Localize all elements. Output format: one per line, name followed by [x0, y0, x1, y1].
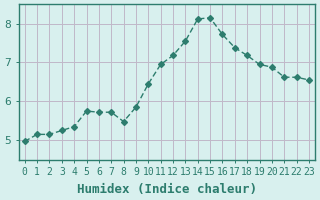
X-axis label: Humidex (Indice chaleur): Humidex (Indice chaleur): [77, 183, 257, 196]
